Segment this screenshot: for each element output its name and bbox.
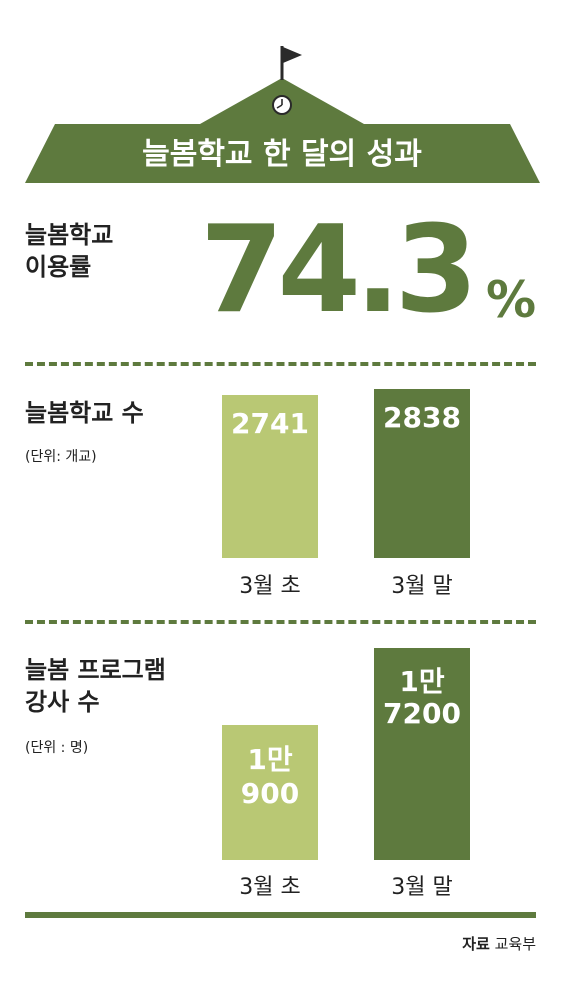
- chart2-bar-late-value-line2: 7200: [383, 697, 461, 730]
- footer-rule: [25, 912, 536, 918]
- chart2-bar-late-value-line1: 1만: [399, 665, 445, 698]
- source-name: 교육부: [494, 935, 536, 953]
- chart2-unit-note: (단위 : 명): [25, 740, 89, 756]
- page-title: 늘봄학교 한 달의 성과: [142, 137, 422, 172]
- chart2-category-early: 3월 초: [239, 875, 301, 900]
- chart2-bar-early-value-line1: 1만: [247, 743, 293, 776]
- usage-unit: %: [486, 271, 537, 329]
- section-divider: [25, 362, 536, 366]
- usage-label-line2: 이용률: [25, 253, 92, 281]
- chart1-bar-late: 2838: [374, 389, 470, 558]
- source-note: 자료 교육부: [462, 933, 536, 954]
- chart2-title-line1: 늘봄 프로그램: [25, 656, 166, 684]
- chart1-bar-early-value: 2741: [231, 407, 309, 440]
- usage-value: 74.3: [200, 201, 478, 340]
- chart2-category-late: 3월 말: [391, 875, 453, 900]
- chart1-category-early: 3월 초: [239, 574, 301, 599]
- chart2-title-line2: 강사 수: [25, 688, 100, 716]
- chart2-title: 늘봄 프로그램 강사 수: [25, 654, 166, 718]
- chart1-category-late: 3월 말: [391, 574, 453, 599]
- usage-label: 늘봄학교 이용률: [25, 219, 113, 283]
- flag-icon: [280, 46, 302, 80]
- chart2-bar-early: 1만 900: [222, 725, 318, 860]
- chart1-unit-note: (단위: 개교): [25, 449, 97, 465]
- chart2-bar-early-value-line2: 900: [240, 777, 300, 810]
- chart1-bar-late-value: 2838: [383, 401, 461, 434]
- section-divider: [25, 620, 536, 624]
- roof-shape: [25, 78, 540, 183]
- clock-icon: [272, 95, 292, 115]
- header-banner: 늘봄학교 한 달의 성과: [25, 46, 540, 183]
- chart1-title: 늘봄학교 수: [25, 399, 144, 427]
- chart2-bar-late: 1만 7200: [374, 648, 470, 860]
- usage-label-line1: 늘봄학교: [25, 221, 114, 249]
- chart1-bar-early: 2741: [222, 395, 318, 558]
- source-label: 자료: [462, 935, 490, 953]
